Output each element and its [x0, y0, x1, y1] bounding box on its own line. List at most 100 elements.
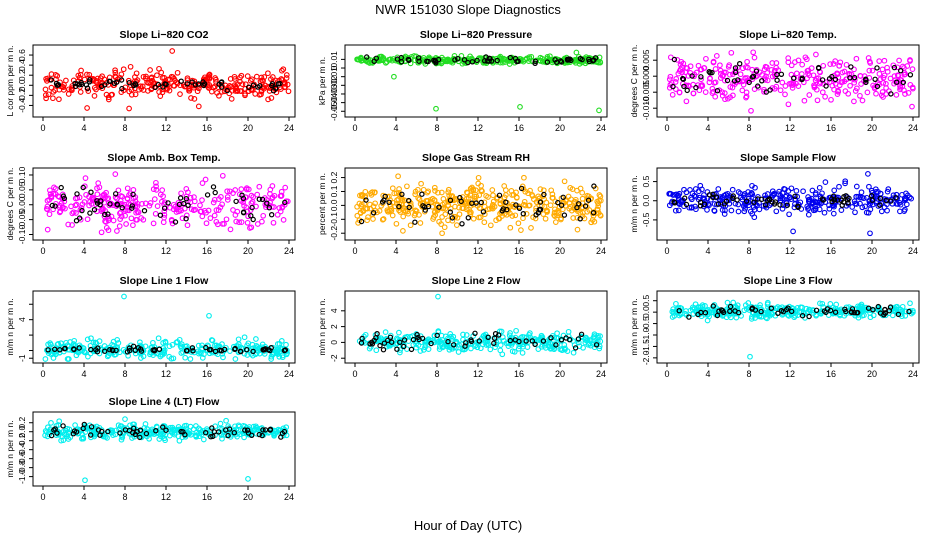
- overlay-point: [900, 79, 907, 86]
- y-tick-label: -0.4: [17, 98, 27, 113]
- overlay-point: [724, 77, 731, 84]
- overlay-point: [695, 311, 701, 318]
- overlay-point: [256, 431, 262, 438]
- data-point: [754, 202, 760, 209]
- data-point: [681, 186, 687, 193]
- data-point: [826, 79, 833, 85]
- overlay-point: [111, 80, 118, 87]
- data-point: [94, 185, 100, 192]
- data-point: [554, 330, 560, 337]
- data-point: [357, 210, 364, 216]
- data-point: [70, 341, 77, 347]
- data-point: [812, 191, 819, 198]
- data-point: [43, 205, 50, 212]
- overlay-point: [721, 201, 728, 207]
- panel-5: Slope Gas Stream RH percent per m n. 0 4 8 12…: [317, 152, 608, 256]
- y-tick-label: -0.1: [329, 212, 339, 227]
- y-tick-label: -0.8: [17, 460, 27, 475]
- overlay-point: [577, 216, 583, 222]
- data-point: [803, 56, 810, 63]
- data-point: [105, 96, 112, 103]
- x-tick-label: 8: [746, 123, 751, 133]
- data-point: [710, 58, 717, 65]
- data-point: [814, 97, 821, 104]
- overlay-point: [561, 212, 568, 218]
- overlay-point: [715, 201, 722, 207]
- data-point: [763, 64, 770, 71]
- x-tick-label: 16: [202, 492, 212, 502]
- data-point: [78, 204, 85, 211]
- overlay-point: [86, 77, 93, 83]
- data-point: [532, 215, 539, 222]
- data-point: [551, 212, 557, 218]
- overlay-point: [250, 216, 256, 223]
- data-point: [86, 202, 92, 209]
- data-point: [808, 195, 815, 202]
- data-point: [380, 216, 387, 222]
- data-point: [231, 73, 238, 80]
- overlay-point: [172, 219, 179, 225]
- data-point: [384, 207, 391, 214]
- plot-frame: [656, 290, 920, 364]
- data-point: [114, 195, 120, 202]
- data-point: [108, 429, 115, 435]
- overlay-point: [359, 335, 365, 342]
- x-tick-label: 0: [40, 246, 45, 256]
- data-point: [103, 224, 110, 231]
- data-point: [773, 208, 780, 215]
- data-point: [420, 347, 427, 353]
- data-point: [118, 71, 125, 78]
- data-point: [719, 89, 725, 95]
- data-point: [116, 223, 123, 229]
- overlay-point: [827, 307, 834, 314]
- data-point: [170, 206, 177, 213]
- data-point: [789, 82, 796, 88]
- y-tick-label: 0: [329, 65, 339, 70]
- y-tick-label: 0.5: [641, 295, 651, 307]
- x-tick-label: 0: [352, 246, 357, 256]
- data-point: [48, 420, 54, 426]
- y-tick-label: -0.10: [17, 225, 27, 245]
- overlay-point: [416, 58, 422, 64]
- data-point: [749, 210, 756, 217]
- data-point: [543, 207, 550, 214]
- overlay-point: [60, 423, 66, 429]
- panel-4: Slope Amb. Box Temp. degrees C per m n. 0 4…: [5, 152, 296, 256]
- data-point: [431, 197, 438, 204]
- overlay-point: [491, 340, 497, 346]
- overlay-points: [48, 421, 288, 441]
- data-point: [217, 420, 224, 427]
- outlier-point: [121, 293, 127, 300]
- overlay-point: [129, 205, 135, 211]
- overlay-point: [813, 307, 820, 313]
- data-point: [212, 83, 218, 90]
- data-point: [768, 67, 775, 73]
- data-point: [115, 340, 122, 346]
- overlay-point: [823, 83, 829, 89]
- overlay-point: [469, 59, 476, 65]
- data-point: [455, 349, 462, 355]
- overlay-point: [558, 337, 565, 343]
- overlay-point: [244, 427, 251, 433]
- data-point: [120, 66, 127, 73]
- overlay-point: [718, 307, 725, 313]
- overlay-point: [513, 202, 519, 208]
- x-tick-label: 20: [867, 246, 877, 256]
- overlay-point: [87, 210, 93, 216]
- outlier-point: [245, 476, 251, 482]
- data-point: [810, 207, 817, 214]
- data-point: [728, 49, 735, 56]
- data-point: [463, 199, 470, 205]
- overlay-point: [260, 427, 266, 433]
- overlay-point: [759, 196, 765, 202]
- x-tick-label: 20: [243, 492, 253, 502]
- data-point: [894, 64, 901, 71]
- overlay-point: [48, 77, 54, 83]
- overlay-point: [72, 80, 78, 87]
- data-point: [854, 85, 860, 92]
- data-point: [45, 341, 51, 348]
- data-point: [721, 77, 728, 84]
- overlay-point: [768, 305, 775, 311]
- data-point: [739, 87, 746, 94]
- overlay-point: [218, 79, 224, 86]
